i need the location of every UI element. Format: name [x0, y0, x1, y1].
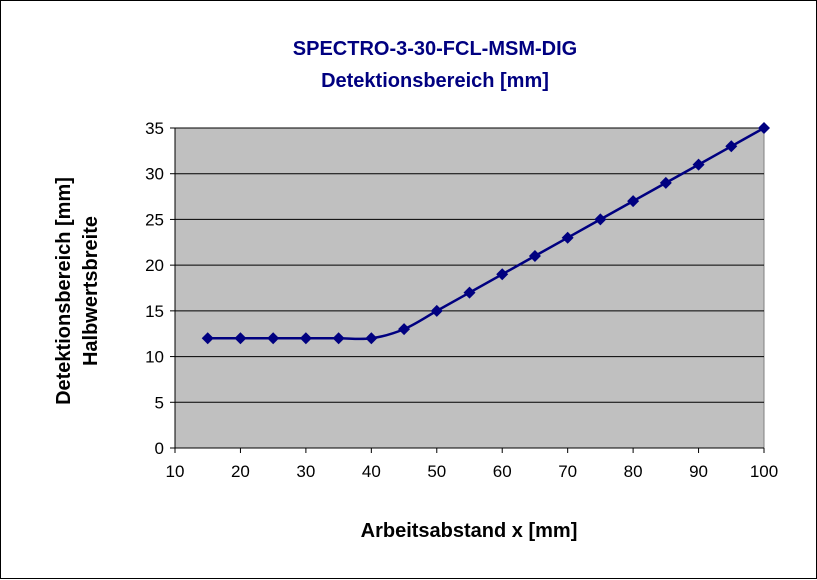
- x-tick-label: 60: [493, 462, 512, 481]
- data-point-marker: [692, 158, 705, 171]
- data-point-marker: [365, 332, 378, 345]
- y-tick-label: 5: [155, 393, 164, 412]
- data-point-marker: [201, 332, 214, 345]
- data-point-marker: [234, 332, 247, 345]
- data-point-marker: [627, 195, 640, 208]
- chart-title-line-2: Detektionsbereich [mm]: [321, 70, 549, 92]
- y-tick-label: 25: [145, 210, 164, 229]
- data-point-marker: [430, 304, 443, 317]
- y-axis-title-line-2: Halbwertsbreite: [80, 216, 102, 366]
- x-tick-label: 80: [624, 462, 643, 481]
- chart-title-line-1: SPECTRO-3-30-FCL-MSM-DIG: [293, 38, 577, 60]
- x-tick-label: 10: [166, 462, 185, 481]
- y-tick-label: 20: [145, 256, 164, 275]
- gridlines: [175, 127, 764, 403]
- data-point-marker: [725, 140, 738, 153]
- data-point-marker: [463, 286, 476, 299]
- y-tick-label: 10: [145, 348, 164, 367]
- x-tick-label: 40: [362, 462, 381, 481]
- y-tick-label: 30: [145, 165, 164, 184]
- x-axis-title: Arbeitsabstand x [mm]: [361, 520, 578, 542]
- data-point-marker: [398, 323, 411, 336]
- data-point-marker: [561, 231, 574, 244]
- x-tick-label: 100: [750, 462, 778, 481]
- x-tick-label: 30: [296, 462, 315, 481]
- data-point-marker: [758, 122, 770, 134]
- x-tick-label: 20: [231, 462, 250, 481]
- data-point-marker: [659, 176, 672, 189]
- data-point-marker: [299, 332, 312, 345]
- x-tick-label: 70: [558, 462, 577, 481]
- data-point-marker: [594, 213, 607, 226]
- y-tick-label: 15: [145, 302, 164, 321]
- y-tick-label: 35: [145, 119, 164, 138]
- y-axis-title-line-1: Detektionsbereich [mm]: [53, 177, 75, 405]
- axes: [174, 128, 764, 449]
- data-point-marker: [332, 332, 345, 345]
- x-axis-ticks: 10 20 30 40 50 60 70 80 90 100: [166, 448, 778, 481]
- data-point-marker: [528, 250, 541, 262]
- y-tick-label: 0: [155, 439, 164, 458]
- y-axis-ticks: 0 5 10 15 20 25 30 35: [145, 119, 175, 458]
- data-point-marker: [267, 332, 280, 345]
- x-tick-label: 90: [689, 462, 708, 481]
- data-point-marker: [496, 268, 509, 281]
- series-layer: [201, 122, 770, 345]
- x-tick-label: 50: [427, 462, 446, 481]
